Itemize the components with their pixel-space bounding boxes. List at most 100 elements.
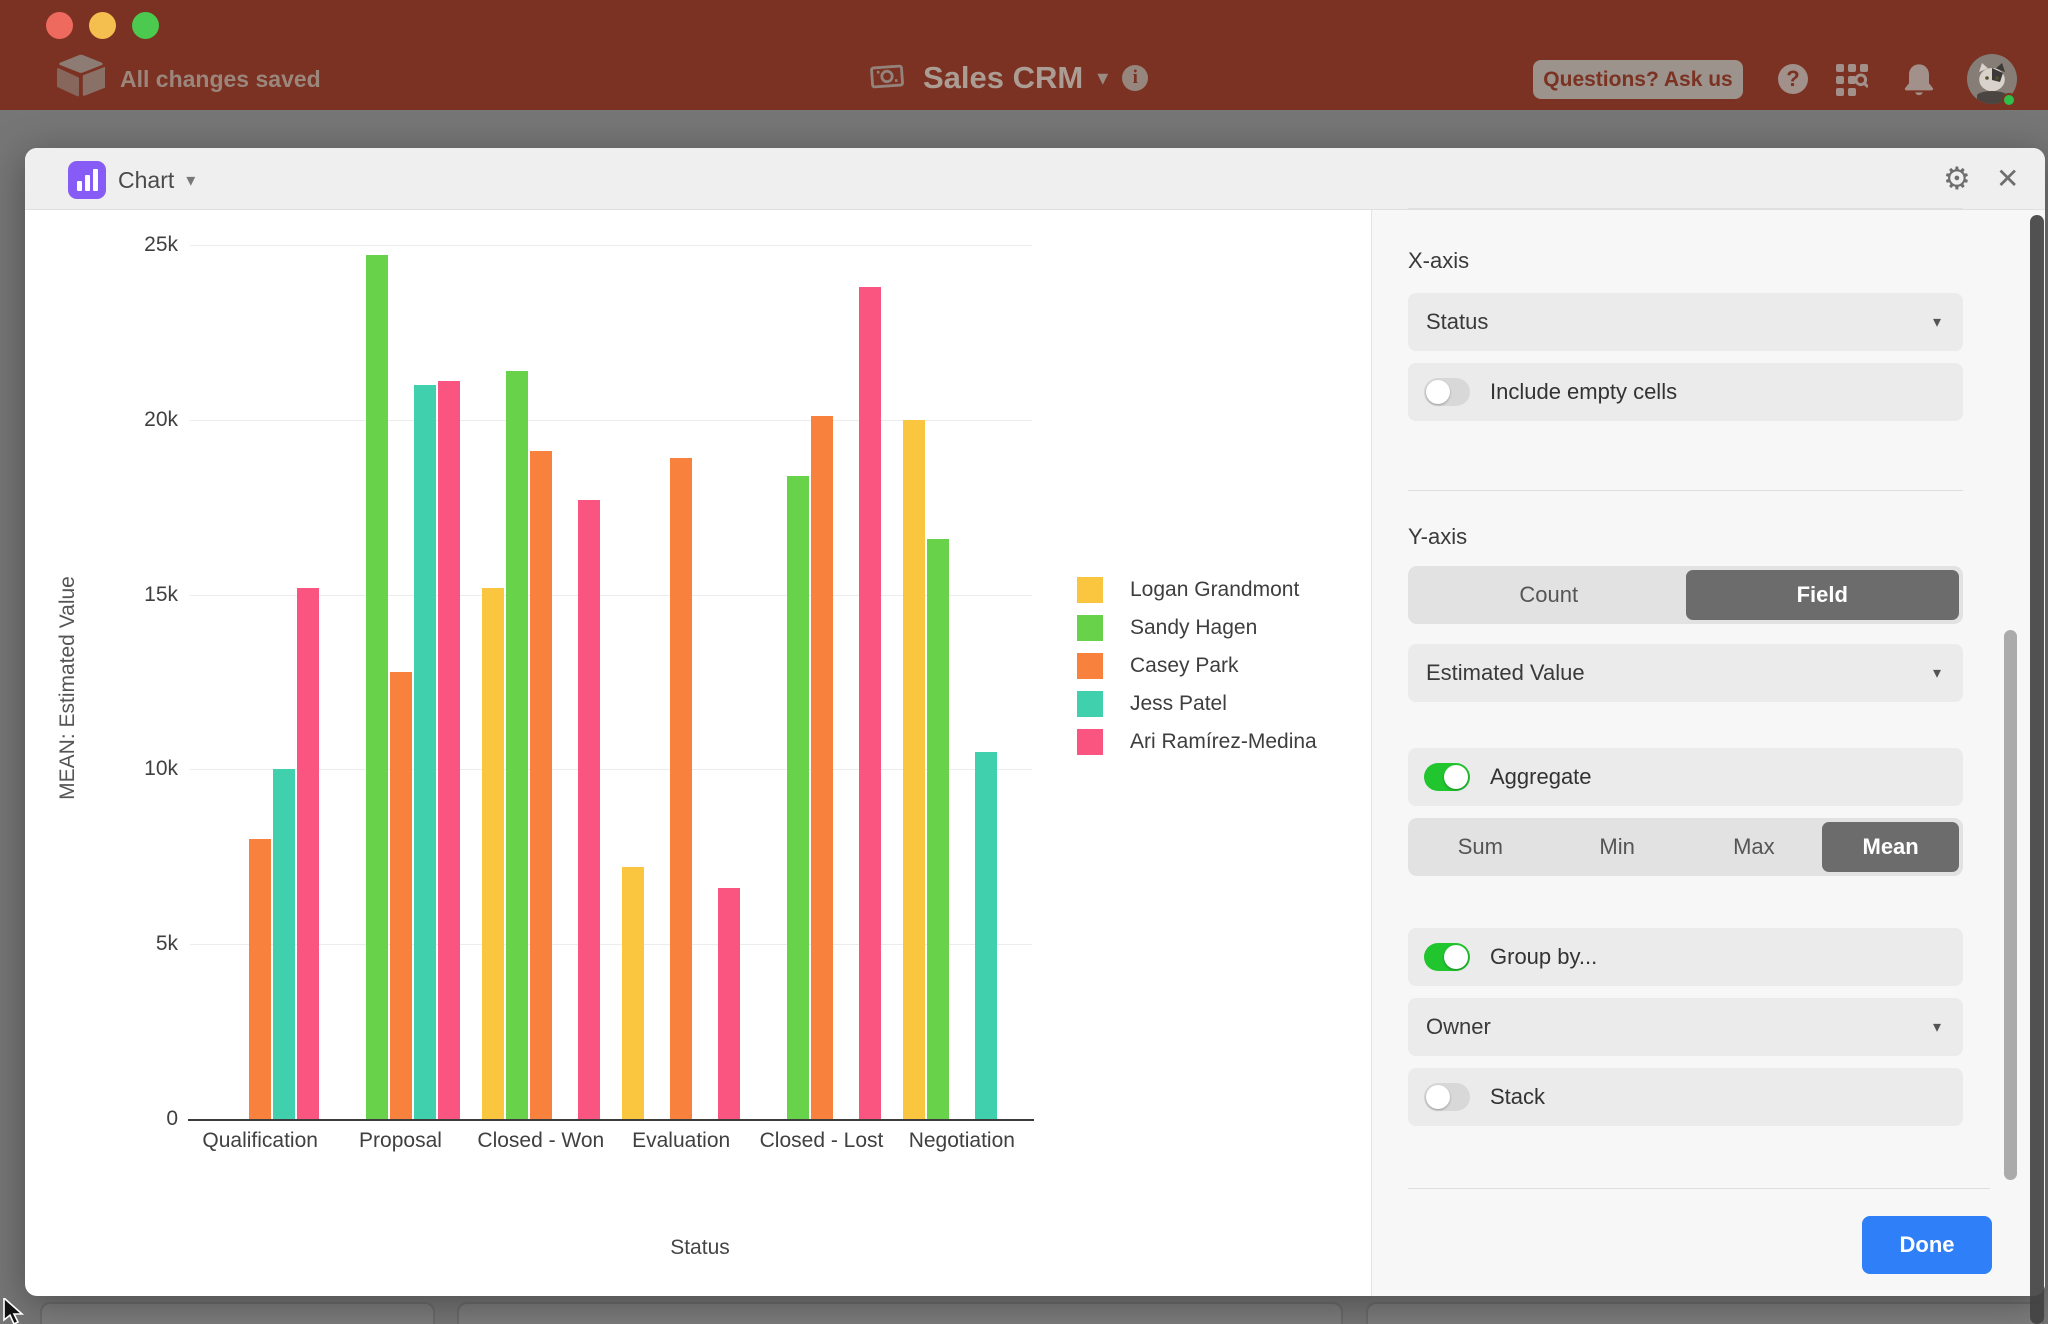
chevron-down-icon[interactable]: ▾ (1097, 65, 1109, 90)
stack-toggle[interactable] (1424, 1083, 1470, 1111)
y-tick-label: 15k (144, 582, 178, 606)
chart-plot-area (190, 245, 1032, 1119)
background-card (1366, 1302, 2044, 1324)
chart-bar (786, 476, 809, 1119)
x-tick-label: Evaluation (632, 1129, 731, 1152)
base-title-menu[interactable]: Sales CRM ▾ i (865, 52, 1149, 104)
panel-scrollbar[interactable] (2004, 630, 2017, 1180)
legend-item: Ari Ramírez-Medina (1077, 729, 1317, 755)
gridline (190, 594, 1032, 596)
help-icon[interactable]: ? (1778, 64, 1808, 94)
chart-bar (389, 672, 412, 1119)
legend-label: Ari Ramírez-Medina (1130, 730, 1317, 753)
chart-bar (718, 888, 741, 1119)
chart-title: Chart (118, 166, 175, 193)
chevron-down-icon: ▾ (1932, 665, 1941, 682)
y-tick-label: 20k (144, 407, 178, 431)
legend-label: Jess Patel (1130, 692, 1227, 715)
gear-icon[interactable]: ⚙ (1943, 161, 1971, 196)
include-empty-cells-row: Include empty cells (1408, 363, 1963, 421)
segment-option-max[interactable]: Max (1733, 834, 1775, 859)
x-tick-label: Closed - Won (477, 1129, 605, 1152)
gridline (190, 769, 1032, 771)
segment-option-field[interactable]: Field (1685, 570, 1959, 620)
chart-bar (437, 381, 460, 1119)
group-by-toggle[interactable] (1424, 943, 1470, 971)
legend-item: Casey Park (1077, 653, 1317, 679)
close-icon[interactable]: ✕ (1996, 163, 2020, 194)
chart-bar (365, 255, 388, 1119)
x-tick-label: Proposal (359, 1129, 442, 1152)
group-by-row: Group by... (1408, 928, 1963, 986)
x-tick-label: Qualification (202, 1129, 318, 1152)
legend-label: Casey Park (1130, 654, 1239, 677)
include-empty-cells-toggle[interactable] (1424, 378, 1470, 406)
chart-block-icon (68, 161, 106, 199)
chart-title-dropdown[interactable]: Chart ▾ (118, 163, 195, 197)
group-by-field-dropdown[interactable]: Owner ▾ (1408, 998, 1963, 1056)
x-tick-label: Negotiation (908, 1129, 1015, 1152)
chart-bar (273, 769, 296, 1119)
chevron-down-icon: ▾ (186, 169, 196, 190)
questions-ask-us-button[interactable]: Questions? Ask us (1533, 60, 1743, 99)
info-icon[interactable]: i (1122, 65, 1149, 91)
segment-option-sum[interactable]: Sum (1457, 834, 1503, 859)
chevron-down-icon: ▾ (1932, 1019, 1941, 1036)
notifications-bell-icon[interactable] (1902, 62, 1936, 103)
y-tick-label: 10k (144, 757, 178, 781)
background-card (40, 1302, 435, 1324)
x-axis-heading: X-axis (1408, 248, 1470, 273)
section-divider (1408, 208, 1963, 209)
gridline (190, 944, 1032, 946)
chart-bar (810, 416, 833, 1119)
y-axis-heading: Y-axis (1408, 524, 1468, 549)
chart-block-header (25, 148, 2045, 210)
x-axis-field-dropdown[interactable]: Status ▾ (1408, 293, 1963, 351)
chart-bar (622, 867, 645, 1119)
airtable-logo-icon (57, 54, 107, 103)
gridline (190, 245, 1032, 246)
y-axis-mode-segmented: Count Field (1408, 566, 1963, 624)
done-button[interactable]: Done (1862, 1216, 1992, 1274)
y-tick-label: 0 (166, 1107, 178, 1130)
window-zoom-button[interactable] (132, 12, 159, 39)
legend-item: Jess Patel (1077, 691, 1317, 717)
aggregate-toggle[interactable] (1424, 763, 1470, 791)
window-close-button[interactable] (46, 12, 73, 39)
chart-bar (577, 500, 600, 1119)
section-divider (1408, 1188, 1990, 1189)
background-card (457, 1302, 1343, 1324)
chart-bar (505, 371, 528, 1119)
chart-bar (858, 287, 881, 1119)
chart-bar (902, 420, 925, 1119)
x-axis-field-value: Status (1426, 309, 1489, 334)
chart-bar (297, 588, 320, 1119)
chart-bar (974, 752, 997, 1119)
group-by-label: Group by... (1490, 944, 1598, 969)
section-divider (1408, 490, 1963, 491)
stack-row: Stack (1408, 1068, 1963, 1126)
online-status-dot (2002, 93, 2016, 107)
y-axis-field-dropdown[interactable]: Estimated Value ▾ (1408, 644, 1963, 702)
pane-divider (1371, 210, 1372, 1296)
base-title: Sales CRM (923, 60, 1084, 95)
window-minimize-button[interactable] (89, 12, 116, 39)
group-by-field-value: Owner (1426, 1014, 1491, 1039)
legend-item: Logan Grandmont (1077, 577, 1317, 603)
legend-swatch (1077, 653, 1103, 679)
window-scrollbar[interactable] (2030, 215, 2044, 1324)
aggregate-label: Aggregate (1490, 764, 1592, 789)
marketplace-search-icon[interactable] (1836, 64, 1870, 101)
mouse-cursor (2, 1296, 28, 1324)
y-axis-title: MEAN: Estimated Value (56, 576, 79, 800)
segment-option-mean[interactable]: Mean (1822, 822, 1959, 872)
chevron-down-icon: ▾ (1932, 314, 1941, 331)
segment-option-min[interactable]: Min (1599, 834, 1635, 859)
segment-option-count[interactable]: Count (1519, 582, 1579, 607)
legend-swatch (1077, 577, 1103, 603)
legend-item: Sandy Hagen (1077, 615, 1317, 641)
money-icon (865, 56, 909, 101)
legend-swatch (1077, 729, 1103, 755)
x-tick-label: Closed - Lost (759, 1129, 884, 1152)
